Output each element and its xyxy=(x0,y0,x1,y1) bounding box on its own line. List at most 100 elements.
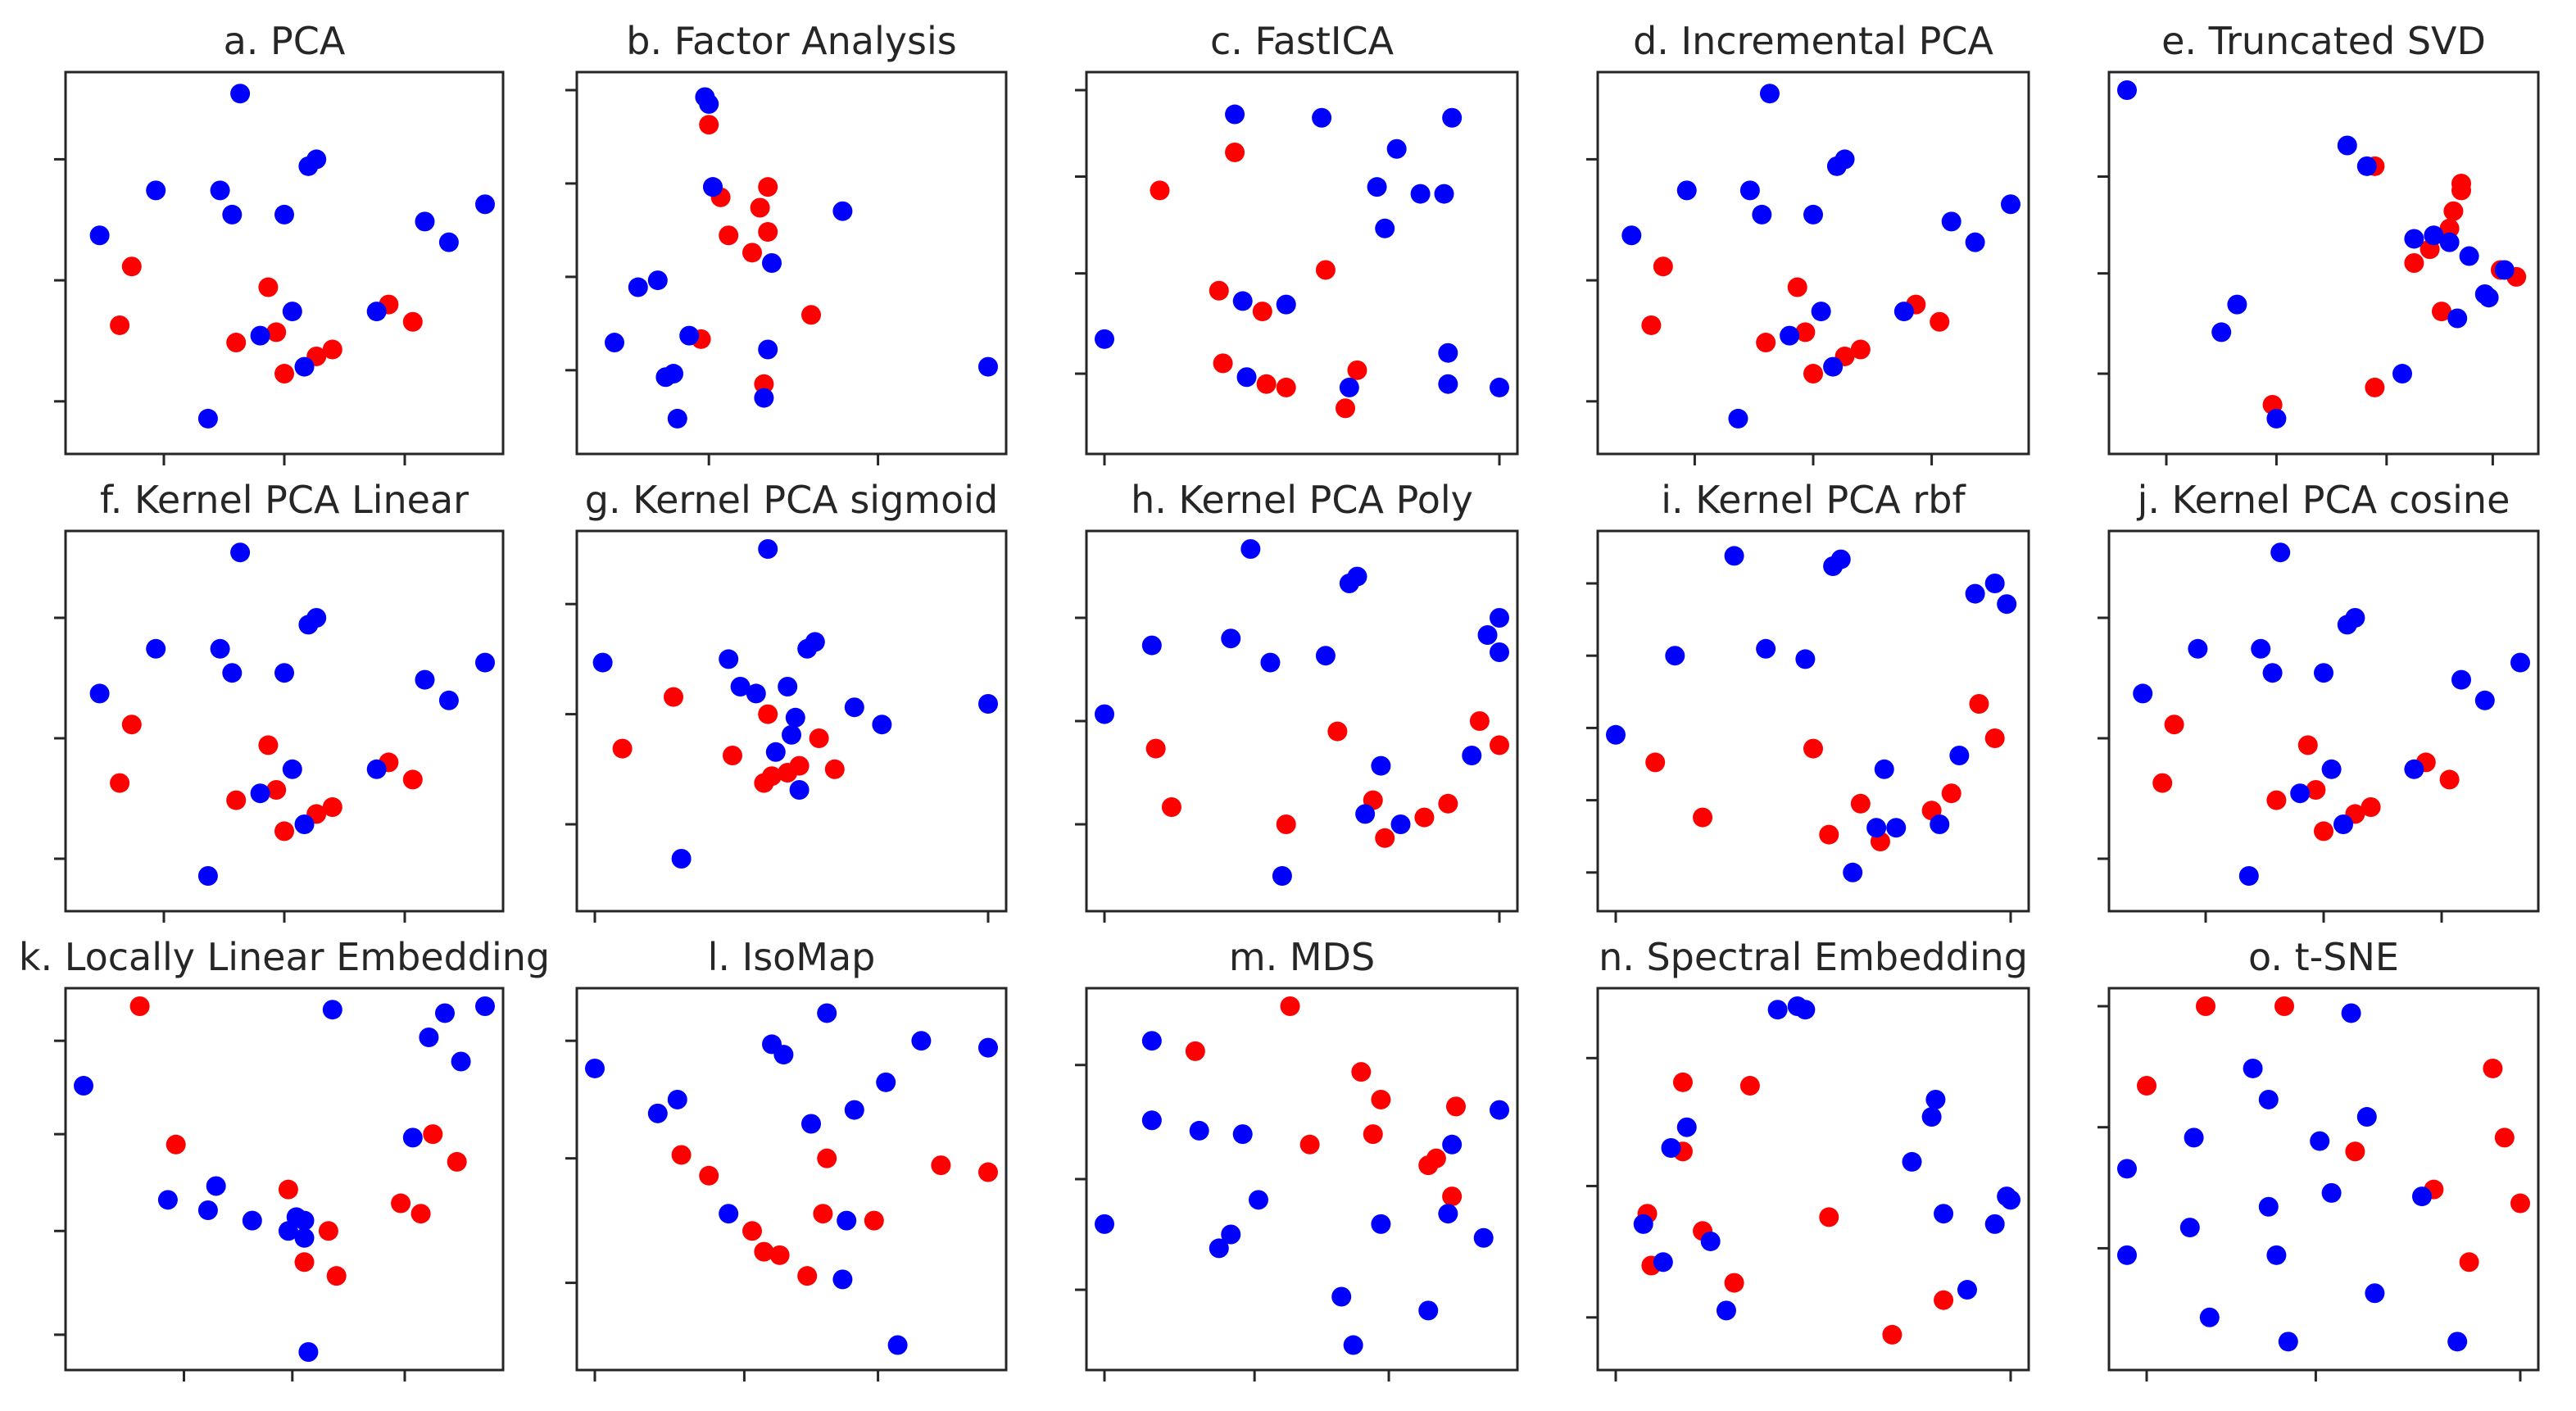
red-point xyxy=(1150,180,1170,201)
red-point xyxy=(2361,797,2381,817)
red-point xyxy=(1672,1072,1693,1092)
plot-frame xyxy=(575,529,1008,913)
red-point xyxy=(1276,814,1296,834)
red-point xyxy=(266,322,287,343)
red-point xyxy=(121,715,142,735)
blue-point xyxy=(1834,149,1855,170)
blue-point xyxy=(1410,184,1431,204)
red-point xyxy=(226,790,247,810)
red-point xyxy=(121,256,142,277)
plot-frame xyxy=(1085,70,1519,456)
blue-point xyxy=(805,632,825,652)
blue-point xyxy=(2310,1131,2330,1151)
blue-point xyxy=(2404,759,2424,779)
blue-point xyxy=(1830,549,1851,569)
blue-point xyxy=(274,204,294,225)
plot-frame xyxy=(575,987,1008,1372)
blue-point xyxy=(719,649,739,669)
blue-point xyxy=(2478,288,2499,308)
blue-point xyxy=(1949,746,1970,765)
blue-point xyxy=(1331,1286,1352,1307)
red-point xyxy=(1819,824,1839,845)
red-point xyxy=(2483,1058,2503,1078)
red-point xyxy=(1984,728,2005,748)
blue-point xyxy=(1390,814,1411,834)
blue-point xyxy=(2117,80,2137,100)
blue-point xyxy=(832,1269,853,1290)
blue-point xyxy=(785,707,805,728)
blue-point xyxy=(2262,663,2283,683)
blue-point xyxy=(475,652,495,673)
red-point xyxy=(2274,996,2294,1016)
red-point xyxy=(671,1145,692,1165)
blue-point xyxy=(230,84,251,104)
red-point xyxy=(1934,1290,1954,1310)
blue-point xyxy=(2258,1089,2279,1109)
red-point xyxy=(2306,780,2326,800)
blue-point xyxy=(294,356,315,377)
blue-point xyxy=(730,677,751,696)
red-point xyxy=(322,339,342,360)
red-point xyxy=(402,311,423,332)
blue-point xyxy=(765,742,786,762)
red-point xyxy=(1641,315,1662,335)
plot-frame xyxy=(575,70,1008,456)
blue-point xyxy=(844,1100,864,1120)
red-point xyxy=(1850,793,1871,814)
red-point xyxy=(1941,783,1961,804)
blue-point xyxy=(1248,1190,1268,1210)
blue-point xyxy=(1676,180,1697,201)
red-point xyxy=(258,735,279,755)
blue-point xyxy=(2321,759,2342,779)
blue-point xyxy=(294,1227,315,1248)
red-point xyxy=(754,1241,774,1262)
blue-point xyxy=(366,302,387,322)
blue-point xyxy=(667,1089,687,1109)
blue-point xyxy=(1490,377,1509,397)
red-point xyxy=(978,1162,998,1182)
blue-point xyxy=(2266,408,2287,429)
blue-point xyxy=(1386,138,1407,159)
blue-point xyxy=(210,638,230,659)
blue-point xyxy=(402,1127,423,1148)
scatter-panel: l. IsoMap xyxy=(565,935,1008,1382)
scatter-panel: g. Kernel PCA sigmoid xyxy=(565,478,1008,923)
red-point xyxy=(769,1245,790,1265)
blue-point xyxy=(1925,1089,1946,1109)
red-point xyxy=(864,1210,884,1231)
red-point xyxy=(2439,218,2460,238)
blue-point xyxy=(1189,1120,1209,1141)
blue-point xyxy=(1621,225,1642,246)
scatter-panel: c. FastICA xyxy=(1075,19,1519,465)
blue-point xyxy=(438,232,459,252)
red-point xyxy=(797,1266,818,1286)
red-point xyxy=(758,704,778,724)
blue-point xyxy=(2356,156,2377,176)
blue-point xyxy=(2424,225,2444,246)
blue-point xyxy=(2188,638,2208,659)
red-point xyxy=(2266,790,2287,810)
panel-title: o. t-SNE xyxy=(2248,935,2399,979)
blue-point xyxy=(1141,1110,1162,1131)
blue-point xyxy=(2251,638,2271,659)
red-point xyxy=(318,1221,338,1241)
blue-point xyxy=(2117,1159,2137,1179)
red-point xyxy=(758,177,778,197)
blue-point xyxy=(1438,1204,1458,1224)
red-point xyxy=(129,996,150,1016)
blue-point xyxy=(415,669,435,690)
blue-point xyxy=(746,683,766,704)
blue-point xyxy=(1347,566,1367,587)
blue-point xyxy=(1418,1300,1439,1321)
red-point xyxy=(1490,735,1509,755)
blue-point xyxy=(2459,246,2479,266)
panel-title: m. MDS xyxy=(1229,935,1375,979)
blue-point xyxy=(1438,374,1458,394)
red-point xyxy=(423,1124,443,1145)
red-point xyxy=(1225,142,1245,162)
red-point xyxy=(2137,1076,2156,1096)
red-point xyxy=(2432,302,2451,322)
red-point xyxy=(789,755,810,776)
red-point xyxy=(2404,253,2424,273)
blue-point xyxy=(758,339,778,360)
